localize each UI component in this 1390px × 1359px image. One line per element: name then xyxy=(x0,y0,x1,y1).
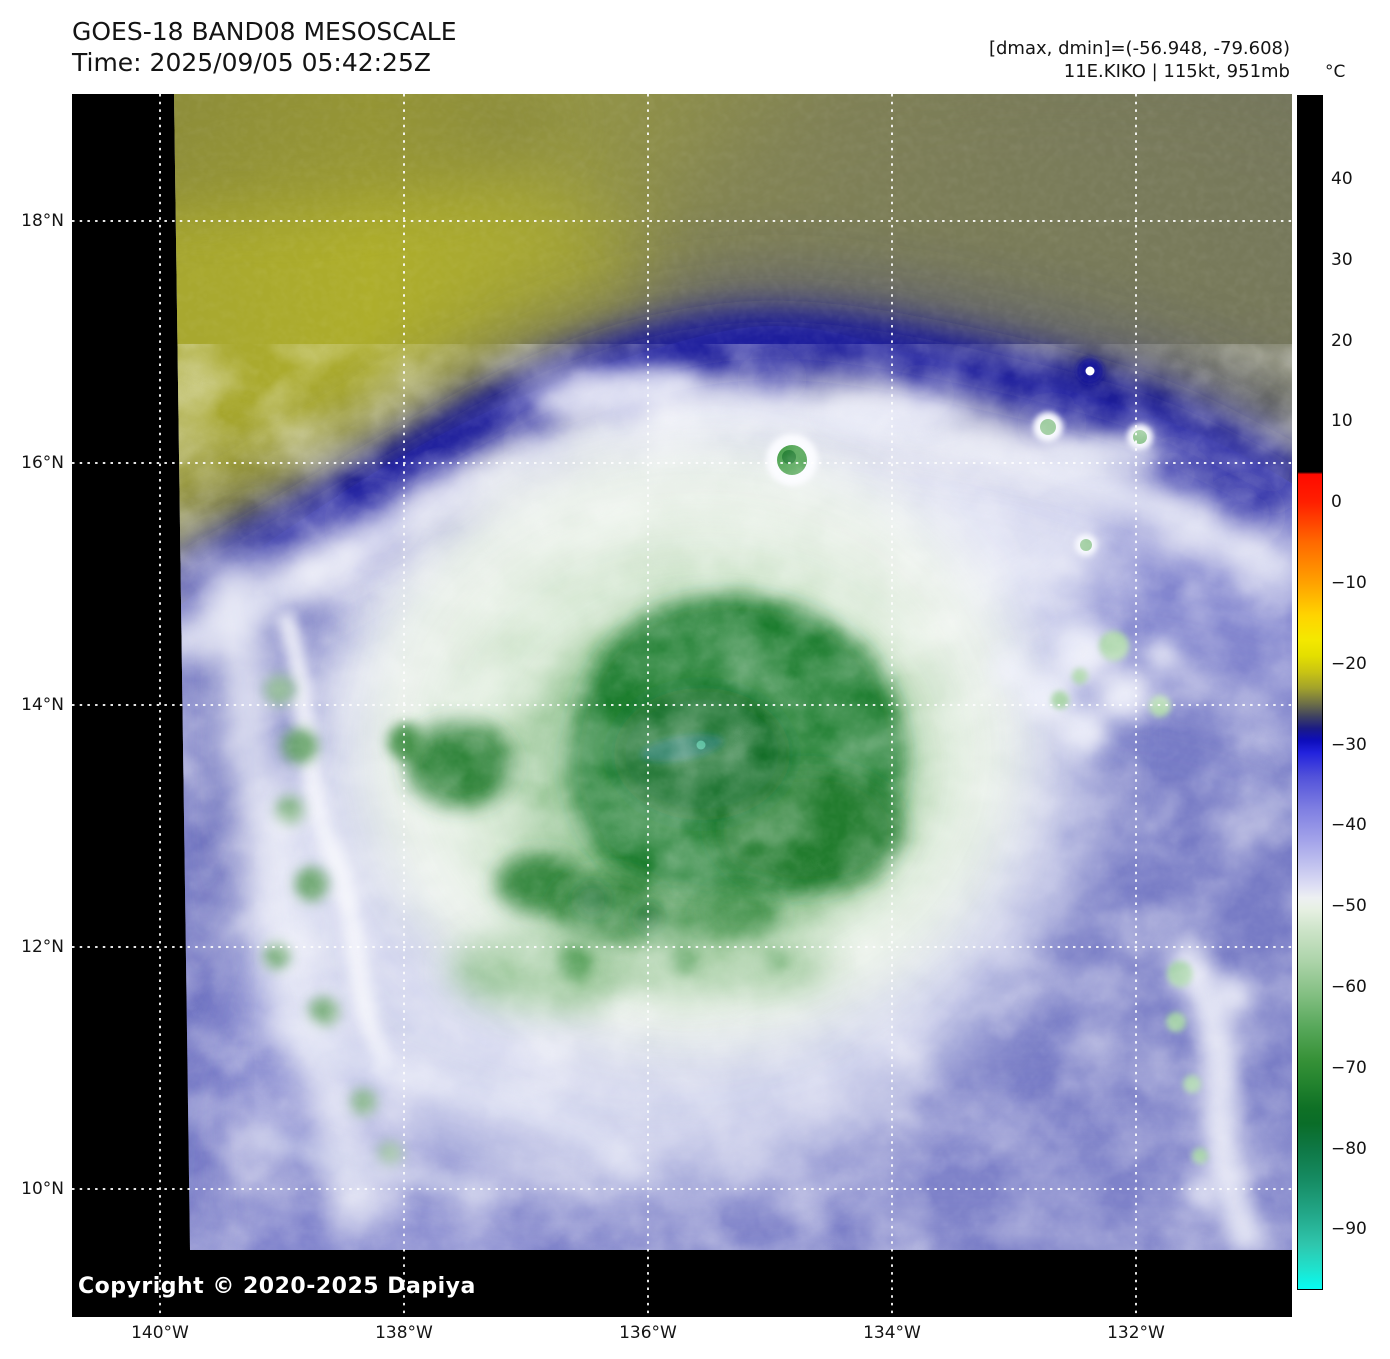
colorbar-tick-label: −10 xyxy=(1331,573,1367,594)
lon-tick-label: 138°W xyxy=(375,1323,433,1343)
colorbar-tick-label: −80 xyxy=(1331,1138,1367,1159)
colorbar-tick-label: −30 xyxy=(1331,734,1367,755)
colorbar xyxy=(1297,95,1323,1290)
lat-tick-label: 12°N xyxy=(21,937,64,957)
lon-tick-label: 140°W xyxy=(131,1323,189,1343)
colorbar-tick-label: 10 xyxy=(1331,411,1353,432)
info-block: [dmax, dmin]=(-56.948, -79.608) 11E.KIKO… xyxy=(989,37,1290,83)
graticule xyxy=(72,94,1292,1317)
colorbar-unit-label: °C xyxy=(1325,62,1346,82)
lon-tick-label: 134°W xyxy=(863,1323,921,1343)
colorbar-tick-label: 40 xyxy=(1331,169,1353,190)
figure-title: GOES-18 BAND08 MESOSCALE xyxy=(72,17,457,46)
figure-timestamp: Time: 2025/09/05 05:42:25Z xyxy=(72,48,431,77)
colorbar-tick-label: −70 xyxy=(1331,1057,1367,1078)
colorbar-tick-label: −40 xyxy=(1331,815,1367,836)
lat-tick-label: 18°N xyxy=(21,211,64,231)
lat-tick-label: 10°N xyxy=(21,1179,64,1199)
colorbar-tick-label: −60 xyxy=(1331,977,1367,997)
colorbar-tick-label: 0 xyxy=(1331,492,1342,513)
colorbar-tick-label: 20 xyxy=(1331,330,1353,351)
colorbar-tick-label: −20 xyxy=(1331,653,1367,674)
colorbar-tick-label: −50 xyxy=(1331,896,1367,917)
satellite-image xyxy=(72,94,1292,1317)
lon-tick-label: 136°W xyxy=(619,1323,677,1343)
lat-tick-label: 16°N xyxy=(21,453,64,473)
satellite-data-region xyxy=(174,94,1292,1250)
lat-tick-label: 14°N xyxy=(21,695,64,715)
storm-readout: 11E.KIKO | 115kt, 951mb xyxy=(1063,61,1290,82)
copyright-label: Copyright © 2020-2025 Dapiya xyxy=(78,1274,476,1299)
colorbar-tick-label: 30 xyxy=(1331,249,1353,270)
dmax-dmin-readout: [dmax, dmin]=(-56.948, -79.608) xyxy=(988,38,1290,59)
colorbar-tick-label: −90 xyxy=(1331,1219,1367,1240)
title-block: GOES-18 BAND08 MESOSCALE Time: 2025/09/0… xyxy=(72,16,457,78)
lon-tick-label: 132°W xyxy=(1107,1323,1165,1343)
satellite-map: Copyright © 2020-2025 Dapiya xyxy=(72,94,1292,1317)
